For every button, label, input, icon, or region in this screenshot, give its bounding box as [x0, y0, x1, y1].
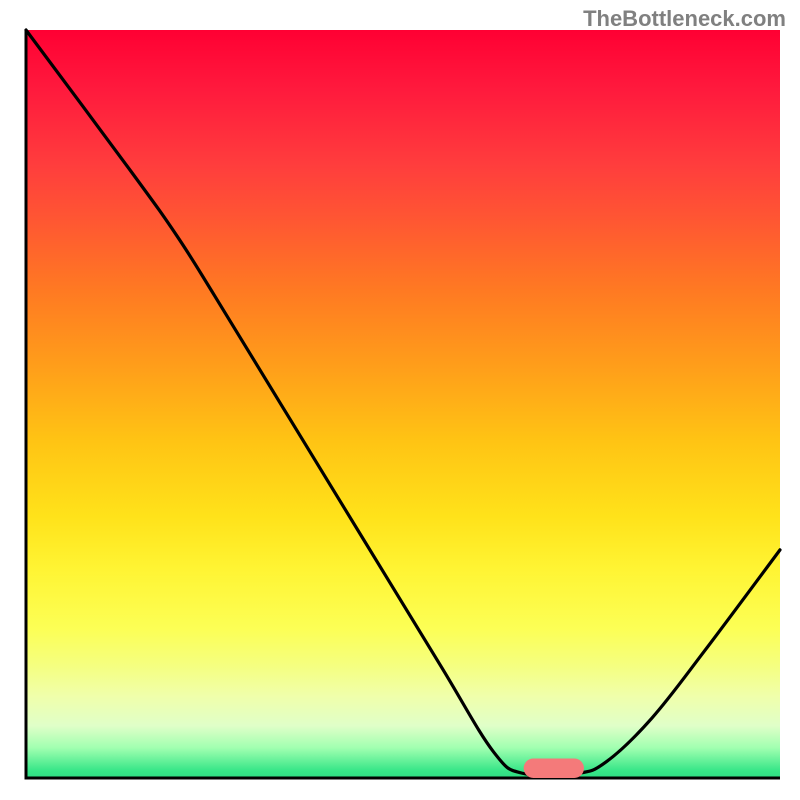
chart-container: TheBottleneck.com [0, 0, 800, 800]
plot-background [26, 30, 780, 778]
optimal-marker [524, 759, 584, 778]
bottleneck-chart [0, 0, 800, 800]
watermark-text: TheBottleneck.com [583, 6, 786, 32]
